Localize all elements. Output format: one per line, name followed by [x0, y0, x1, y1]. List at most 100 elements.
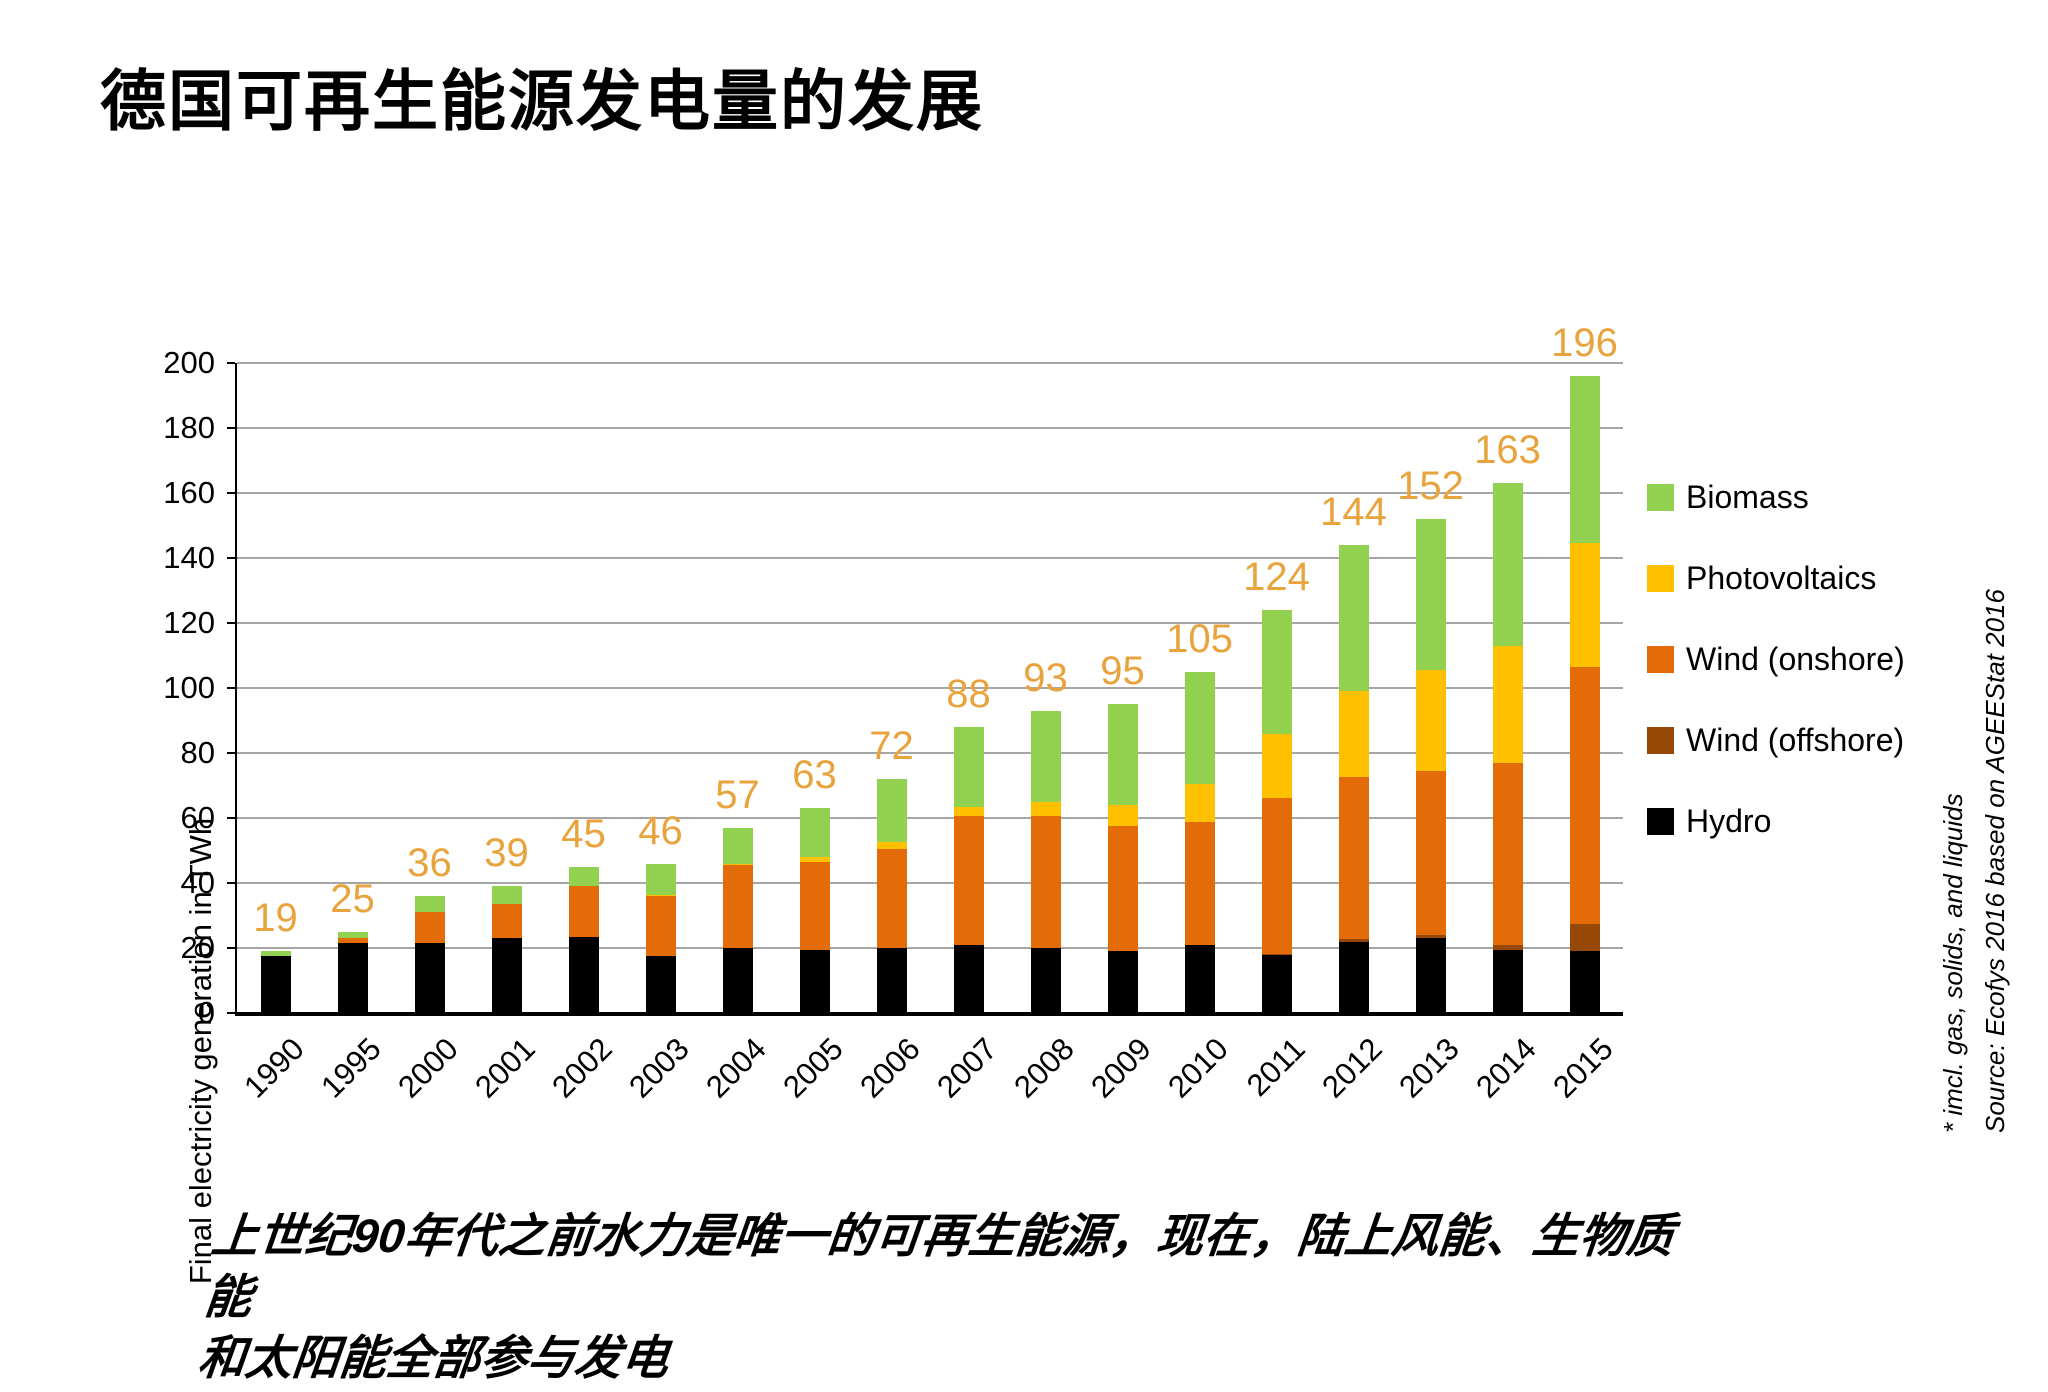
bar-segment-2003-biomass [645, 863, 676, 896]
bar-segment-2015-biomass [1569, 376, 1600, 544]
bar-2013 [1415, 519, 1446, 1013]
bar-segment-2014-photovoltaics [1492, 645, 1523, 763]
total-label-2003: 46 [638, 808, 683, 853]
bar-2008 [1030, 710, 1061, 1013]
caption-line-1: 上世纪90年代之前水力是唯一的可再生能源，现在，陆上风能、生物质能 [202, 1209, 1677, 1324]
total-label-2005: 63 [792, 753, 837, 798]
bar-segment-2004-photovoltaics [722, 863, 753, 866]
bar-segment-2011-wind-onshore [1261, 797, 1292, 954]
total-label-1990: 19 [253, 896, 298, 941]
bar-segment-2011-hydro [1261, 955, 1292, 1013]
y-tick-label-40: 40 [180, 865, 215, 900]
y-tick-120 [227, 622, 235, 624]
bar-segment-2005-hydro [799, 949, 830, 1013]
bar-2007 [953, 727, 984, 1013]
legend-label-hydro: Hydro [1686, 802, 1772, 839]
bar-segment-2013-hydro [1415, 938, 1446, 1013]
y-tick-60 [227, 817, 235, 819]
y-tick-200 [227, 362, 235, 364]
bar-segment-2011-photovoltaics [1261, 733, 1292, 798]
bar-segment-2011-wind-offshore [1261, 953, 1292, 956]
y-tick-label-180: 180 [163, 410, 215, 445]
bar-segment-2001-biomass [491, 886, 522, 905]
legend-label-wind-onshore: Wind (onshore) [1686, 640, 1905, 677]
y-tick-20 [227, 947, 235, 949]
bar-segment-2004-wind-onshore [722, 865, 753, 948]
caption-line-2: 和太阳能全部参与发电 [195, 1331, 672, 1385]
bar-2010 [1184, 671, 1215, 1013]
legend-swatch-wind-onshore-icon [1647, 645, 1674, 673]
bar-segment-2004-biomass [722, 827, 753, 864]
y-tick-160 [227, 492, 235, 494]
total-label-1995: 25 [330, 876, 375, 921]
total-label-2007: 88 [946, 672, 991, 716]
bar-segment-2009-photovoltaics [1107, 805, 1138, 827]
bar-2000 [414, 896, 445, 1013]
bar-segment-2002-wind-onshore [568, 886, 599, 937]
y-tick-label-120: 120 [163, 605, 215, 640]
legend-swatch-wind-offshore-icon [1647, 726, 1674, 754]
gridline-80 [237, 752, 1623, 754]
caption: 上世纪90年代之前水力是唯一的可再生能源，现在，陆上风能、生物质能 和太阳能全部… [195, 1205, 1714, 1388]
gridline-180 [237, 427, 1623, 429]
bar-segment-2013-wind-onshore [1415, 770, 1446, 936]
legend-swatch-biomass-icon [1647, 483, 1674, 511]
total-label-2006: 72 [869, 724, 914, 768]
total-label-2012: 144 [1320, 490, 1387, 534]
legend: Biomass Photovoltaics Wind (onshore) Wind (… [1647, 479, 1905, 885]
bar-segment-2006-hydro [876, 948, 907, 1013]
y-tick-label-20: 20 [180, 930, 215, 965]
bar-segment-2014-biomass [1492, 483, 1523, 646]
legend-item-biomass: Biomass [1647, 479, 1905, 515]
bar-segment-2000-biomass [414, 896, 445, 913]
y-axis-line [235, 363, 237, 1016]
bar-segment-1995-wind-onshore [337, 938, 368, 944]
plot-area: Final electricity generation in TWh 19 25… [183, 321, 1623, 1284]
bar-2011 [1261, 610, 1292, 1013]
legend-label-photovoltaics: Photovoltaics [1686, 559, 1877, 596]
total-label-2010: 105 [1166, 616, 1233, 661]
gridline-160 [237, 492, 1623, 494]
y-tick-label-80: 80 [180, 735, 215, 770]
total-label-2002: 45 [561, 811, 606, 856]
total-label-2013: 152 [1397, 464, 1464, 508]
bar-segment-2008-photovoltaics [1030, 801, 1061, 817]
y-tick-label-140: 140 [163, 540, 215, 575]
bar-segment-2015-wind-offshore [1569, 923, 1600, 952]
bar-segment-2014-wind-onshore [1492, 762, 1523, 946]
bar-1990 [260, 951, 291, 1013]
bar-segment-1995-hydro [337, 943, 368, 1013]
bar-segment-2014-wind-offshore [1492, 945, 1523, 950]
bar-segment-2012-wind-offshore [1338, 939, 1369, 942]
bar-2001 [491, 886, 522, 1013]
bar-segment-2002-biomass [568, 866, 599, 887]
bar-segment-2015-hydro [1569, 951, 1600, 1013]
bar-segment-2008-hydro [1030, 948, 1061, 1013]
bar-segment-1990-hydro [260, 956, 291, 1013]
gridline-200 [237, 362, 1623, 364]
legend-item-hydro: Hydro [1647, 802, 1905, 839]
page-title: 德国可再生能源发电量的发展 [100, 64, 984, 138]
y-tick-140 [227, 557, 235, 559]
bar-segment-2005-wind-onshore [799, 861, 830, 950]
gridline-140 [237, 557, 1623, 559]
bar-segment-2014-hydro [1492, 949, 1523, 1013]
y-tick-40 [227, 882, 235, 884]
y-tick-label-60: 60 [180, 800, 215, 835]
bar-segment-2013-photovoltaics [1415, 670, 1446, 771]
total-label-2008: 93 [1023, 655, 1068, 700]
y-tick-label-200: 200 [163, 345, 215, 380]
bar-segment-2011-biomass [1261, 610, 1292, 734]
bar-segment-2013-wind-offshore [1415, 935, 1446, 939]
total-label-2000: 36 [407, 841, 452, 885]
bar-2005 [799, 808, 830, 1013]
bar-segment-2008-biomass [1030, 710, 1061, 802]
bar-segment-2009-biomass [1107, 704, 1138, 805]
bar-segment-2010-photovoltaics [1184, 783, 1215, 822]
total-label-2001: 39 [484, 831, 529, 876]
y-tick-0 [227, 1012, 235, 1014]
bar-segment-2007-photovoltaics [953, 806, 984, 817]
bar-segment-2002-hydro [568, 936, 599, 1013]
bar-segment-2007-wind-onshore [953, 816, 984, 945]
